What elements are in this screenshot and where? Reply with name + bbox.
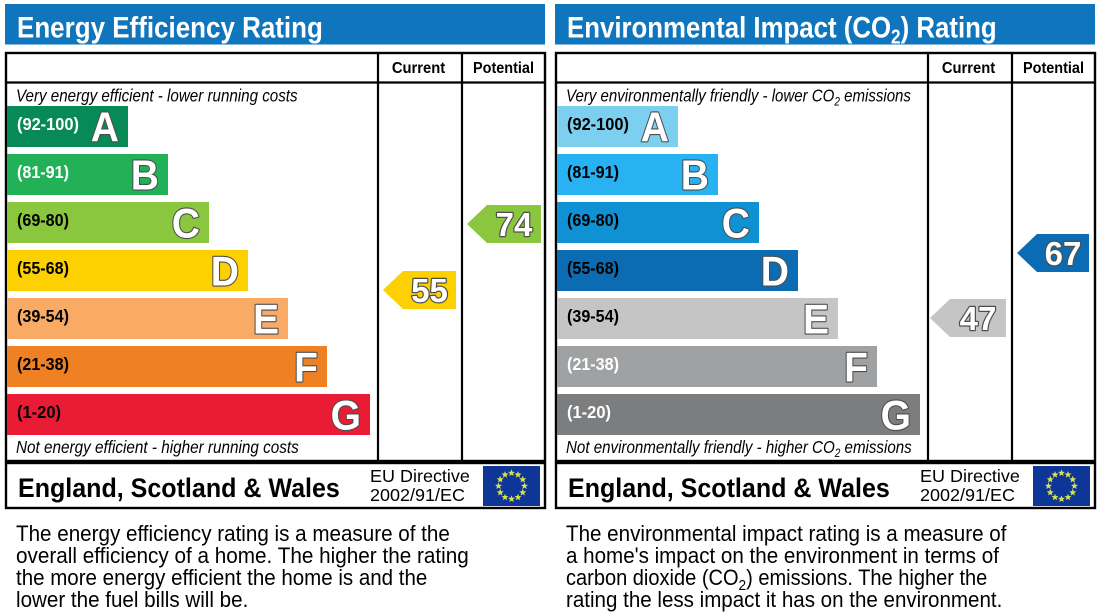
svg-text:67: 67 [1045, 235, 1082, 272]
svg-text:(81-91): (81-91) [17, 162, 69, 182]
svg-text:(55-68): (55-68) [567, 258, 619, 278]
svg-text:(39-54): (39-54) [17, 306, 69, 326]
svg-text:D: D [211, 247, 239, 295]
svg-text:(1-20): (1-20) [17, 403, 61, 423]
svg-text:Potential: Potential [1023, 59, 1084, 77]
svg-text:a home's impact on the environ: a home's impact on the environment in te… [566, 543, 999, 568]
svg-text:B: B [681, 151, 709, 199]
svg-text:(81-91): (81-91) [567, 162, 619, 182]
svg-text:2002/91/EC: 2002/91/EC [370, 485, 465, 505]
svg-text:55: 55 [411, 272, 448, 309]
svg-text:EU Directive: EU Directive [370, 466, 470, 486]
svg-text:rating the less impact it has: rating the less impact it has on the env… [566, 587, 1002, 612]
svg-text:(69-80): (69-80) [17, 210, 69, 230]
svg-text:G: G [331, 391, 361, 439]
svg-text:overall efficiency of a home.: overall efficiency of a home. The higher… [16, 543, 469, 568]
svg-text:D: D [761, 247, 789, 295]
svg-text:Environmental Impact (CO2) Rat: Environmental Impact (CO2) Rating [567, 11, 997, 48]
svg-text:E: E [253, 295, 279, 343]
svg-text:Very environmentally friendly: Very environmentally friendly - lower CO… [566, 85, 911, 109]
svg-text:The environmental impact ratin: The environmental impact rating is a mea… [566, 521, 1007, 546]
svg-text:England, Scotland & Wales: England, Scotland & Wales [18, 472, 340, 503]
svg-text:Very energy efficient - lower: Very energy efficient - lower running co… [16, 85, 298, 106]
svg-text:(39-54): (39-54) [567, 306, 619, 326]
svg-text:Not energy efficient - higher: Not energy efficient - higher running co… [16, 437, 299, 457]
svg-text:(55-68): (55-68) [17, 258, 69, 278]
svg-text:Potential: Potential [473, 59, 534, 77]
svg-text:(1-20): (1-20) [567, 403, 611, 423]
svg-text:(92-100): (92-100) [567, 115, 629, 135]
svg-text:the more energy efficient the: the more energy efficient the home is an… [16, 565, 427, 590]
svg-text:carbon dioxide (CO2) emissions: carbon dioxide (CO2) emissions. The high… [566, 566, 987, 594]
svg-text:G: G [881, 391, 911, 439]
svg-text:A: A [641, 103, 669, 151]
svg-text:C: C [172, 199, 200, 247]
svg-text:F: F [294, 343, 318, 391]
svg-text:C: C [722, 199, 750, 247]
svg-text:Current: Current [392, 59, 445, 77]
svg-text:Energy Efficiency Rating: Energy Efficiency Rating [17, 11, 323, 44]
svg-text:(92-100): (92-100) [17, 115, 79, 135]
svg-text:(69-80): (69-80) [567, 210, 619, 230]
svg-text:74: 74 [496, 206, 533, 243]
svg-text:(21-38): (21-38) [17, 354, 69, 374]
svg-text:F: F [844, 343, 868, 391]
svg-text:EU Directive: EU Directive [920, 466, 1020, 486]
svg-text:The energy efficiency rating i: The energy efficiency rating is a measur… [16, 521, 450, 546]
svg-text:England, Scotland & Wales: England, Scotland & Wales [568, 472, 890, 503]
svg-text:47: 47 [960, 300, 997, 337]
svg-text:A: A [91, 103, 119, 151]
svg-text:Current: Current [942, 59, 995, 77]
svg-text:B: B [131, 151, 159, 199]
svg-text:(21-38): (21-38) [567, 354, 619, 374]
svg-text:lower the fuel bills will be.: lower the fuel bills will be. [16, 587, 248, 612]
svg-text:Not environmentally friendly -: Not environmentally friendly - higher CO… [566, 437, 912, 460]
svg-text:2002/91/EC: 2002/91/EC [920, 485, 1015, 505]
svg-text:E: E [803, 295, 829, 343]
